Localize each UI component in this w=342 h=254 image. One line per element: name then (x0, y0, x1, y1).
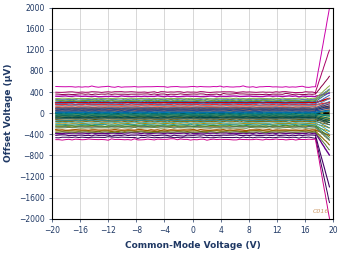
Y-axis label: Offset Voltage (µV): Offset Voltage (µV) (4, 64, 13, 162)
Text: C016: C016 (313, 209, 329, 214)
X-axis label: Common-Mode Voltage (V): Common-Mode Voltage (V) (125, 241, 261, 250)
